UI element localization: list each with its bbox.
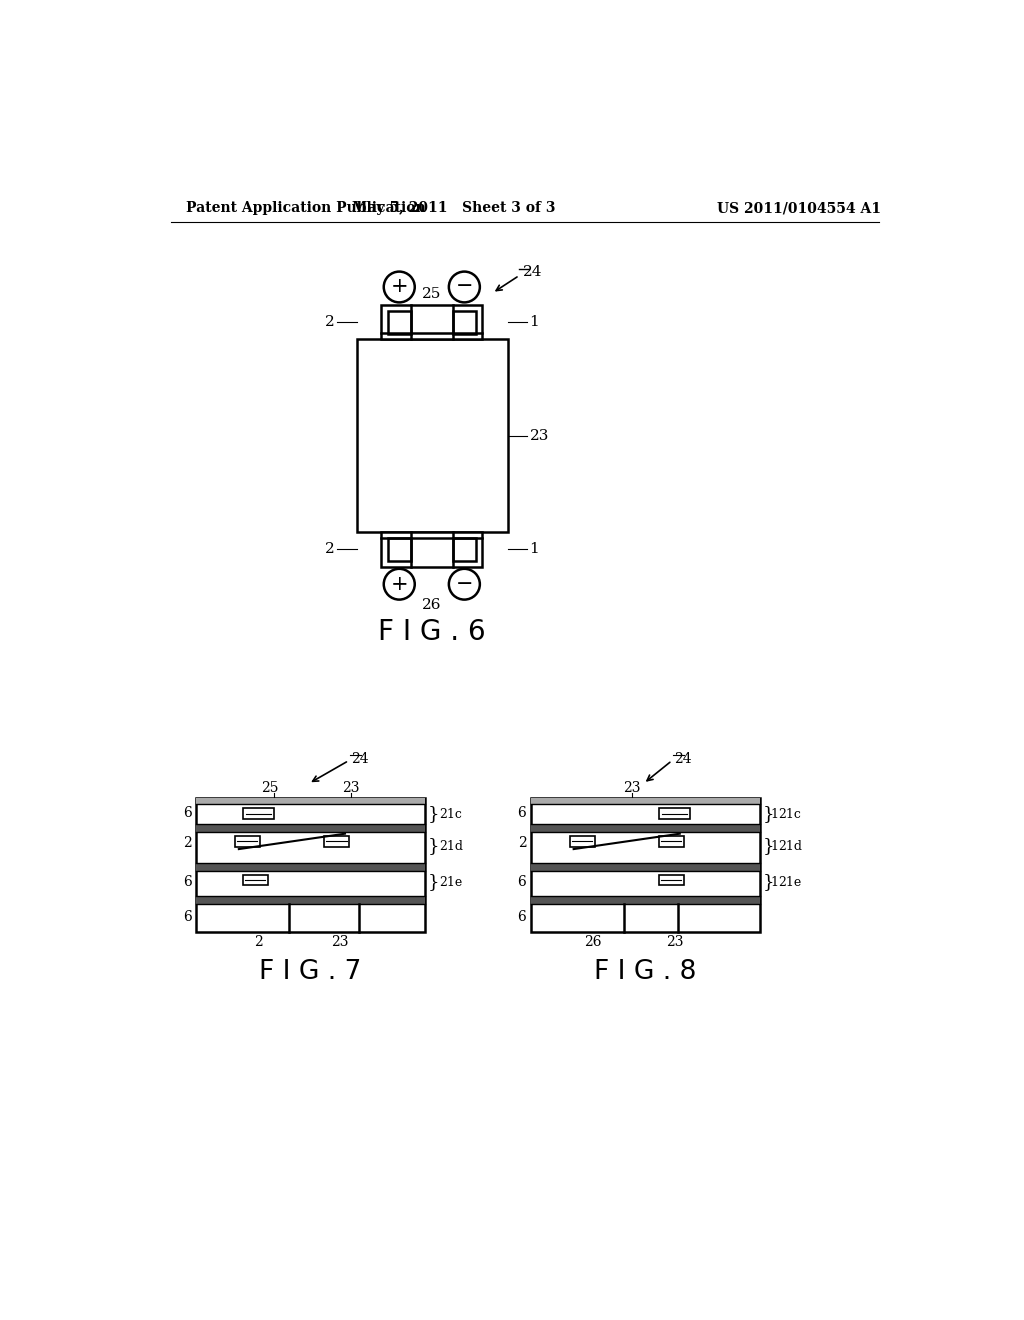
Bar [243, 875, 267, 886]
Text: 23: 23 [623, 781, 640, 795]
Text: 6: 6 [183, 807, 191, 820]
Bar [569, 836, 595, 847]
Text: +: + [390, 574, 408, 594]
Text: 6: 6 [517, 875, 526, 890]
Bar [234, 836, 260, 847]
Text: F I G . 7: F I G . 7 [259, 960, 361, 985]
Text: 26: 26 [422, 598, 441, 612]
Text: 23: 23 [331, 935, 348, 949]
Text: US 2011/0104554 A1: US 2011/0104554 A1 [717, 202, 881, 215]
Text: F I G . 6: F I G . 6 [378, 618, 485, 645]
Bar [531, 797, 760, 932]
Text: 24: 24 [523, 265, 543, 280]
Bar [381, 532, 482, 566]
Text: 21d: 21d [778, 840, 802, 853]
Text: }: } [763, 874, 774, 891]
Text: }: } [428, 874, 439, 891]
Text: 21c: 21c [438, 808, 462, 821]
Text: 23: 23 [529, 429, 549, 442]
Bar [197, 863, 425, 871]
Text: F I G . 8: F I G . 8 [594, 960, 696, 985]
Bar [531, 825, 760, 832]
Text: 1: 1 [770, 808, 778, 821]
Text: 23: 23 [342, 781, 360, 795]
Text: 21e: 21e [778, 875, 802, 888]
Text: }: } [428, 837, 439, 855]
Text: −: − [456, 574, 473, 594]
Text: 23: 23 [666, 935, 683, 949]
Text: }: } [428, 805, 439, 824]
Text: }: } [763, 837, 774, 855]
Text: 1: 1 [529, 314, 540, 329]
Bar [197, 797, 425, 804]
Text: 2: 2 [254, 935, 262, 949]
Text: 25: 25 [261, 781, 279, 795]
Bar [658, 836, 684, 847]
Bar [197, 797, 425, 932]
Bar [658, 875, 684, 886]
Text: 25: 25 [422, 286, 441, 301]
Text: 1: 1 [770, 840, 778, 853]
Bar [356, 339, 508, 532]
Text: +: + [390, 277, 408, 297]
Text: 1: 1 [770, 875, 778, 888]
Text: 21c: 21c [778, 808, 801, 821]
Bar [531, 863, 760, 871]
Text: 2: 2 [326, 541, 335, 556]
Text: −: − [456, 277, 473, 297]
Bar [388, 312, 411, 334]
Text: 24: 24 [351, 752, 369, 766]
Text: 26: 26 [585, 935, 602, 949]
Bar [453, 539, 476, 561]
Text: 21e: 21e [438, 875, 462, 888]
Bar [658, 808, 690, 818]
Text: May 5, 2011   Sheet 3 of 3: May 5, 2011 Sheet 3 of 3 [352, 202, 555, 215]
Text: }: } [763, 805, 774, 824]
Bar [324, 836, 349, 847]
Text: Patent Application Publication: Patent Application Publication [186, 202, 426, 215]
Bar [453, 312, 476, 334]
Bar [531, 896, 760, 904]
Bar [197, 896, 425, 904]
Text: 2: 2 [183, 836, 191, 850]
Text: 21d: 21d [438, 840, 463, 853]
Bar [388, 539, 411, 561]
Bar [243, 808, 273, 818]
Text: 6: 6 [517, 909, 526, 924]
Bar [197, 825, 425, 832]
Text: 2: 2 [326, 314, 335, 329]
Text: 2: 2 [517, 836, 526, 850]
Bar [381, 305, 482, 339]
Text: 24: 24 [675, 752, 692, 766]
Text: 6: 6 [183, 875, 191, 890]
Text: 6: 6 [183, 909, 191, 924]
Text: 1: 1 [529, 541, 540, 556]
Text: 6: 6 [517, 807, 526, 820]
Bar [531, 797, 760, 804]
